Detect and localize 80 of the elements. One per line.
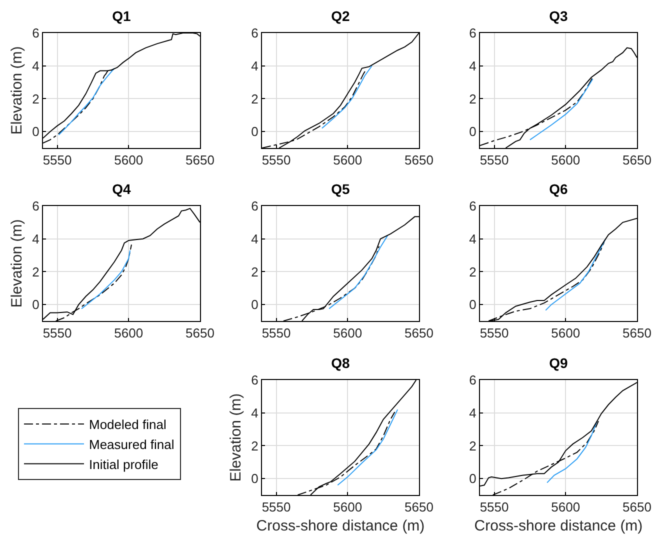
x-tick-label: 5550 (480, 500, 509, 515)
x-tick-label: 5650 (404, 326, 434, 341)
y-tick-label: 2 (251, 438, 258, 454)
y-tick-label: 0 (251, 124, 258, 140)
y-tick-label: 2 (469, 438, 476, 454)
x-tick-label: 5600 (114, 152, 144, 168)
y-tick-label: 4 (251, 231, 258, 246)
y-tick-label: 4 (469, 58, 476, 74)
legend-label: Modeled final (89, 417, 166, 432)
y-tick-label: 2 (251, 91, 258, 106)
x-tick-label: 5550 (480, 326, 509, 341)
y-tick-label: 4 (251, 58, 258, 74)
x-tick-label: 5550 (42, 152, 72, 168)
x-tick-label: 5600 (551, 500, 580, 515)
chart-title: Q3 (549, 8, 568, 24)
x-tick-label: 5650 (622, 500, 652, 515)
y-tick-label: 0 (469, 471, 476, 486)
x-tick-label: 5600 (551, 152, 580, 168)
y-tick-label: 6 (32, 198, 40, 214)
y-tick-label: 6 (251, 198, 258, 214)
y-tick-label: 6 (469, 26, 476, 41)
x-tick-label: 5550 (262, 152, 291, 168)
x-tick-label: 5650 (186, 152, 214, 168)
y-tick-label: 2 (251, 264, 258, 280)
legend-label: Measured final (89, 436, 174, 452)
x-tick-label: 5600 (333, 152, 362, 168)
y-tick-label: 0 (469, 124, 476, 140)
line-series (328, 235, 388, 310)
y-tick-label: 2 (32, 91, 40, 106)
x-tick-label: 5650 (622, 326, 652, 341)
x-tick-label: 5650 (404, 500, 434, 515)
chart-title: Q6 (549, 180, 568, 197)
x-axis-title: Cross-shore distance (m) (474, 518, 643, 535)
x-tick-label: 5550 (480, 152, 509, 168)
line-series (321, 65, 372, 129)
x-tick-label: 5550 (42, 326, 72, 341)
x-tick-label: 5550 (262, 326, 291, 341)
y-tick-label: 4 (251, 405, 258, 420)
line-series (546, 420, 598, 484)
y-tick-label: 6 (32, 26, 40, 41)
y-axis-title: Elevation (m) (8, 219, 26, 308)
legend-label: Initial profile (89, 456, 158, 472)
chart-title: Q2 (331, 8, 350, 24)
y-tick-label: 4 (32, 58, 40, 74)
chart-title: Q1 (112, 8, 132, 24)
y-tick-label: 6 (251, 26, 258, 41)
y-tick-label: 0 (32, 124, 40, 140)
x-tick-label: 5650 (186, 326, 214, 341)
x-tick-label: 5600 (333, 326, 362, 341)
chart-title: Q4 (112, 180, 132, 197)
y-tick-label: 0 (251, 471, 258, 486)
x-tick-label: 5600 (114, 326, 144, 341)
x-tick-label: 5650 (622, 152, 652, 168)
y-tick-label: 4 (469, 405, 476, 420)
y-tick-label: 6 (469, 372, 476, 388)
y-tick-label: 6 (251, 372, 258, 388)
line-series (337, 409, 398, 486)
x-axis-title: Cross-shore distance (m) (256, 518, 425, 535)
chart-title: Q8 (331, 354, 350, 371)
y-tick-label: 0 (251, 297, 258, 312)
line-series (58, 68, 115, 136)
y-axis-title: Elevation (m) (227, 393, 244, 482)
line-series (545, 238, 606, 311)
y-tick-label: 2 (32, 264, 40, 280)
x-tick-label: 5650 (404, 152, 434, 168)
x-tick-label: 5600 (333, 500, 362, 515)
y-tick-label: 4 (469, 231, 476, 246)
y-tick-label: 2 (469, 264, 476, 280)
y-tick-label: 6 (469, 198, 476, 214)
y-tick-label: 0 (469, 297, 476, 312)
y-tick-label: 0 (32, 297, 40, 312)
line-series (81, 250, 131, 310)
y-tick-label: 2 (469, 91, 476, 106)
x-tick-label: 5550 (262, 500, 291, 515)
y-axis-title: Elevation (m) (8, 46, 26, 135)
chart-title: Q9 (549, 354, 568, 371)
chart-title: Q5 (331, 180, 350, 197)
line-series (529, 78, 594, 140)
x-tick-label: 5600 (551, 326, 580, 341)
y-tick-label: 4 (32, 231, 40, 246)
